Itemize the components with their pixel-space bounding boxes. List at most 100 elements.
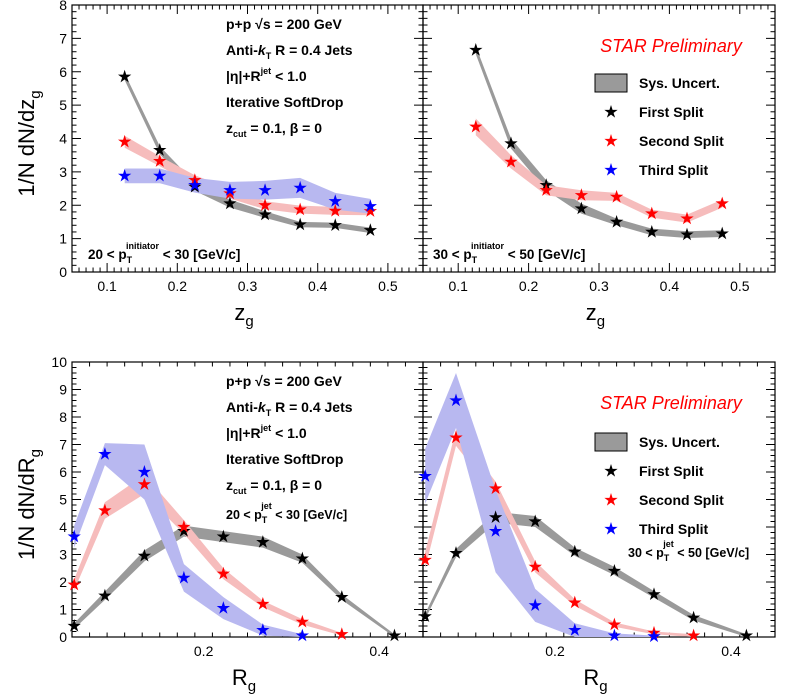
first-split-point — [574, 201, 589, 215]
legend-second-marker — [604, 134, 618, 147]
first-split-point — [568, 544, 582, 558]
first-split-point — [67, 619, 81, 632]
second-split-point — [504, 154, 518, 168]
x-tick-label: 0.4 — [369, 643, 389, 659]
second-split-point — [328, 203, 342, 217]
legend-sys-swatch — [594, 432, 628, 452]
legend-item-sys: Sys. Uncert. — [594, 432, 720, 452]
third-split-point — [647, 629, 661, 643]
y-tick-label: 10 — [51, 354, 67, 370]
third-split-point — [177, 570, 191, 584]
second-split-point — [574, 188, 589, 201]
second-split-sys-band — [74, 474, 342, 636]
second-split-point — [98, 503, 112, 517]
third-split-sys-band — [425, 373, 654, 637]
first-split-point — [293, 217, 307, 231]
x-tick-label: 0.3 — [238, 278, 258, 294]
third-split-point — [67, 529, 81, 543]
legend-label: First Split — [639, 104, 704, 120]
second-split-point — [715, 196, 729, 210]
second-split-point — [680, 211, 694, 225]
first-split-point — [488, 510, 503, 524]
x-tick-label: 0.5 — [730, 278, 750, 294]
legend-sys-swatch — [594, 73, 628, 93]
second-split-point — [686, 628, 701, 642]
annotation-system: p+p √s = 200 GeV — [226, 16, 343, 32]
y-tick-label: 1 — [59, 231, 67, 247]
pt-range-label: 20 < pTjet < 30 [GeV/c] — [226, 501, 347, 525]
x-tick-label: 0.3 — [589, 278, 609, 294]
x-tick-label: 0.2 — [519, 278, 539, 294]
second-split-point — [258, 198, 272, 211]
y-tick-label: 3 — [59, 547, 67, 563]
first-split-point — [607, 564, 622, 577]
second-split-point — [568, 595, 582, 609]
second-split-sys-band — [475, 118, 723, 223]
first-split-point — [137, 548, 152, 562]
second-split-point — [67, 577, 81, 591]
second-split-point — [469, 119, 483, 133]
third-split-point — [137, 465, 152, 478]
second-split-point — [117, 134, 132, 148]
third-split-point — [216, 601, 231, 614]
third-split-point — [295, 628, 309, 642]
legend-third-marker — [604, 163, 618, 176]
second-split-point — [295, 614, 309, 628]
x-tick-label: 0.2 — [168, 278, 188, 294]
third-split-point — [528, 598, 542, 612]
third-split-sys-band — [124, 168, 371, 214]
first-split-point — [387, 628, 402, 642]
second-split-point — [293, 202, 307, 216]
first-split-point — [469, 43, 483, 56]
first-split-point — [363, 223, 378, 236]
third-split-point — [256, 623, 270, 636]
legend-second-marker — [604, 493, 618, 506]
first-split-point — [645, 224, 659, 238]
y-axis-title: 1/N dN/dRg — [14, 449, 44, 560]
y-tick-label: 2 — [59, 574, 67, 590]
y-tick-label: 6 — [59, 464, 67, 480]
annotation-grooming: Iterative SoftDrop — [226, 94, 343, 110]
x-tick-label: 0.4 — [308, 278, 328, 294]
y-tick-label: 5 — [59, 492, 67, 508]
first-split-point — [216, 529, 231, 543]
legend-item-third: Third Split — [604, 521, 709, 537]
annotation-zcut: zcut = 0.1, β = 0 — [226, 120, 322, 139]
second-split-point — [418, 553, 432, 566]
y-tick-label: 4 — [59, 131, 67, 147]
first-split-point — [98, 588, 112, 602]
chart-panel-zg-high-pt: 0.1 0.2 0.3 0.4 0.5 zg 30 < pTinitiator < 50 [… — [422, 4, 776, 330]
legend-label: Second Split — [639, 492, 724, 508]
y-axis-title: 1/N dN/dzg — [14, 90, 44, 196]
chart-panel-zg-low-pt: 0.1 0.2 0.3 0.4 0.5 0 1 2 3 4 5 6 7 8 zg 1/N dN/dzg p+p … — [14, 0, 424, 330]
first-split-point — [686, 610, 701, 624]
second-split-point — [645, 206, 659, 220]
second-split-point — [137, 477, 152, 491]
legend-item-second: Second Split — [604, 133, 724, 149]
second-split-point — [607, 617, 622, 631]
second-split-point — [449, 430, 463, 444]
x-tick-label: 0.4 — [660, 278, 680, 294]
second-split-point — [363, 204, 378, 217]
first-split-sys-band — [425, 511, 747, 637]
legend-label: Sys. Uncert. — [639, 75, 720, 91]
first-split-point — [609, 214, 624, 228]
second-split-point — [223, 186, 237, 200]
y-tick-label: 7 — [59, 30, 67, 46]
annotation-eta: |η|+Rjet < 1.0 — [226, 423, 307, 441]
third-split-point — [568, 623, 582, 636]
y-tick-label: 9 — [59, 382, 67, 398]
third-split-point — [328, 194, 342, 207]
first-split-point — [177, 524, 191, 537]
third-split-point — [418, 469, 432, 482]
star-preliminary-label: STAR Preliminary — [600, 36, 743, 56]
pt-range-label: 30 < pTjet < 50 [GeV/c] — [628, 539, 749, 563]
legend-label: Second Split — [639, 133, 724, 149]
y-tick-label: 0 — [59, 629, 67, 645]
annotation-algo: Anti-kT R = 0.4 Jets — [226, 399, 353, 418]
x-tick-label: 0.1 — [448, 278, 468, 294]
x-axis-title: Rg — [583, 665, 607, 695]
y-tick-label: 1 — [59, 602, 67, 618]
y-tick-label: 6 — [59, 64, 67, 80]
